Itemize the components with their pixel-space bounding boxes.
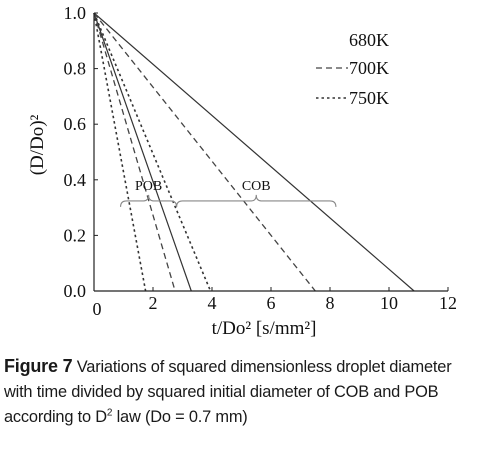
- annotation-label-pob: POB: [135, 179, 162, 194]
- caption-superscript: 2: [106, 407, 113, 419]
- y-tick-label: 0.8: [64, 59, 87, 79]
- chart: 0 2 4 6 8 10 12 0.0 0.2 0.4 0.6 0.8 1.0 680K 700K 750K…: [27, 3, 458, 339]
- series-line-cob-680k: [93, 12, 415, 292]
- annotation-brace-pob: [120, 194, 178, 207]
- series-line-cob-700k: [93, 12, 316, 292]
- x-axis-title: t/Do² [s/mm²]: [212, 318, 317, 339]
- annotations: COB POB: [120, 179, 337, 207]
- figure-caption: Figure 7 Variations of squared dimension…: [4, 354, 476, 430]
- annotation-brace-cob: [176, 194, 337, 207]
- caption-text-end: law (Do = 0.7 mm): [112, 408, 248, 426]
- x-tick-label: 2: [149, 293, 158, 313]
- tick-labels: 0 2 4 6 8 10 12 0.0 0.2 0.4 0.6 0.8 1.0: [64, 3, 458, 319]
- x-tick-label: 8: [326, 293, 335, 313]
- caption-text: Variations of squared dimensionless drop…: [4, 358, 452, 426]
- legend-label-680k: 680K: [349, 30, 389, 50]
- y-tick-label: 0.2: [64, 225, 87, 245]
- series-line-pob-750k: [93, 12, 147, 292]
- series-line-pob-700k: [93, 12, 176, 292]
- series-line-pob-680k: [93, 12, 192, 292]
- legend: 680K 700K 750K: [316, 30, 389, 108]
- axes-layer: [93, 12, 449, 292]
- x-tick-label: 10: [380, 293, 398, 313]
- y-tick-label: 0.4: [64, 170, 87, 190]
- series-layer: [93, 12, 415, 292]
- caption-label: Figure 7: [4, 356, 73, 376]
- series-line-cob-750k: [93, 12, 212, 292]
- x-tick-label: 4: [208, 293, 217, 313]
- x-tick-label: 6: [267, 293, 276, 313]
- y-tick-label: 1.0: [64, 3, 87, 23]
- legend-label-700k: 700K: [349, 58, 389, 78]
- y-tick-label: 0.6: [64, 114, 87, 134]
- legend-label-750k: 750K: [349, 88, 389, 108]
- annotation-label-cob: COB: [242, 179, 271, 194]
- y-tick-label: 0.0: [64, 281, 87, 301]
- x-tick-label: 12: [439, 293, 457, 313]
- x-tick-label: 0: [93, 299, 102, 319]
- y-axis-title: (D/Do)²: [27, 114, 48, 175]
